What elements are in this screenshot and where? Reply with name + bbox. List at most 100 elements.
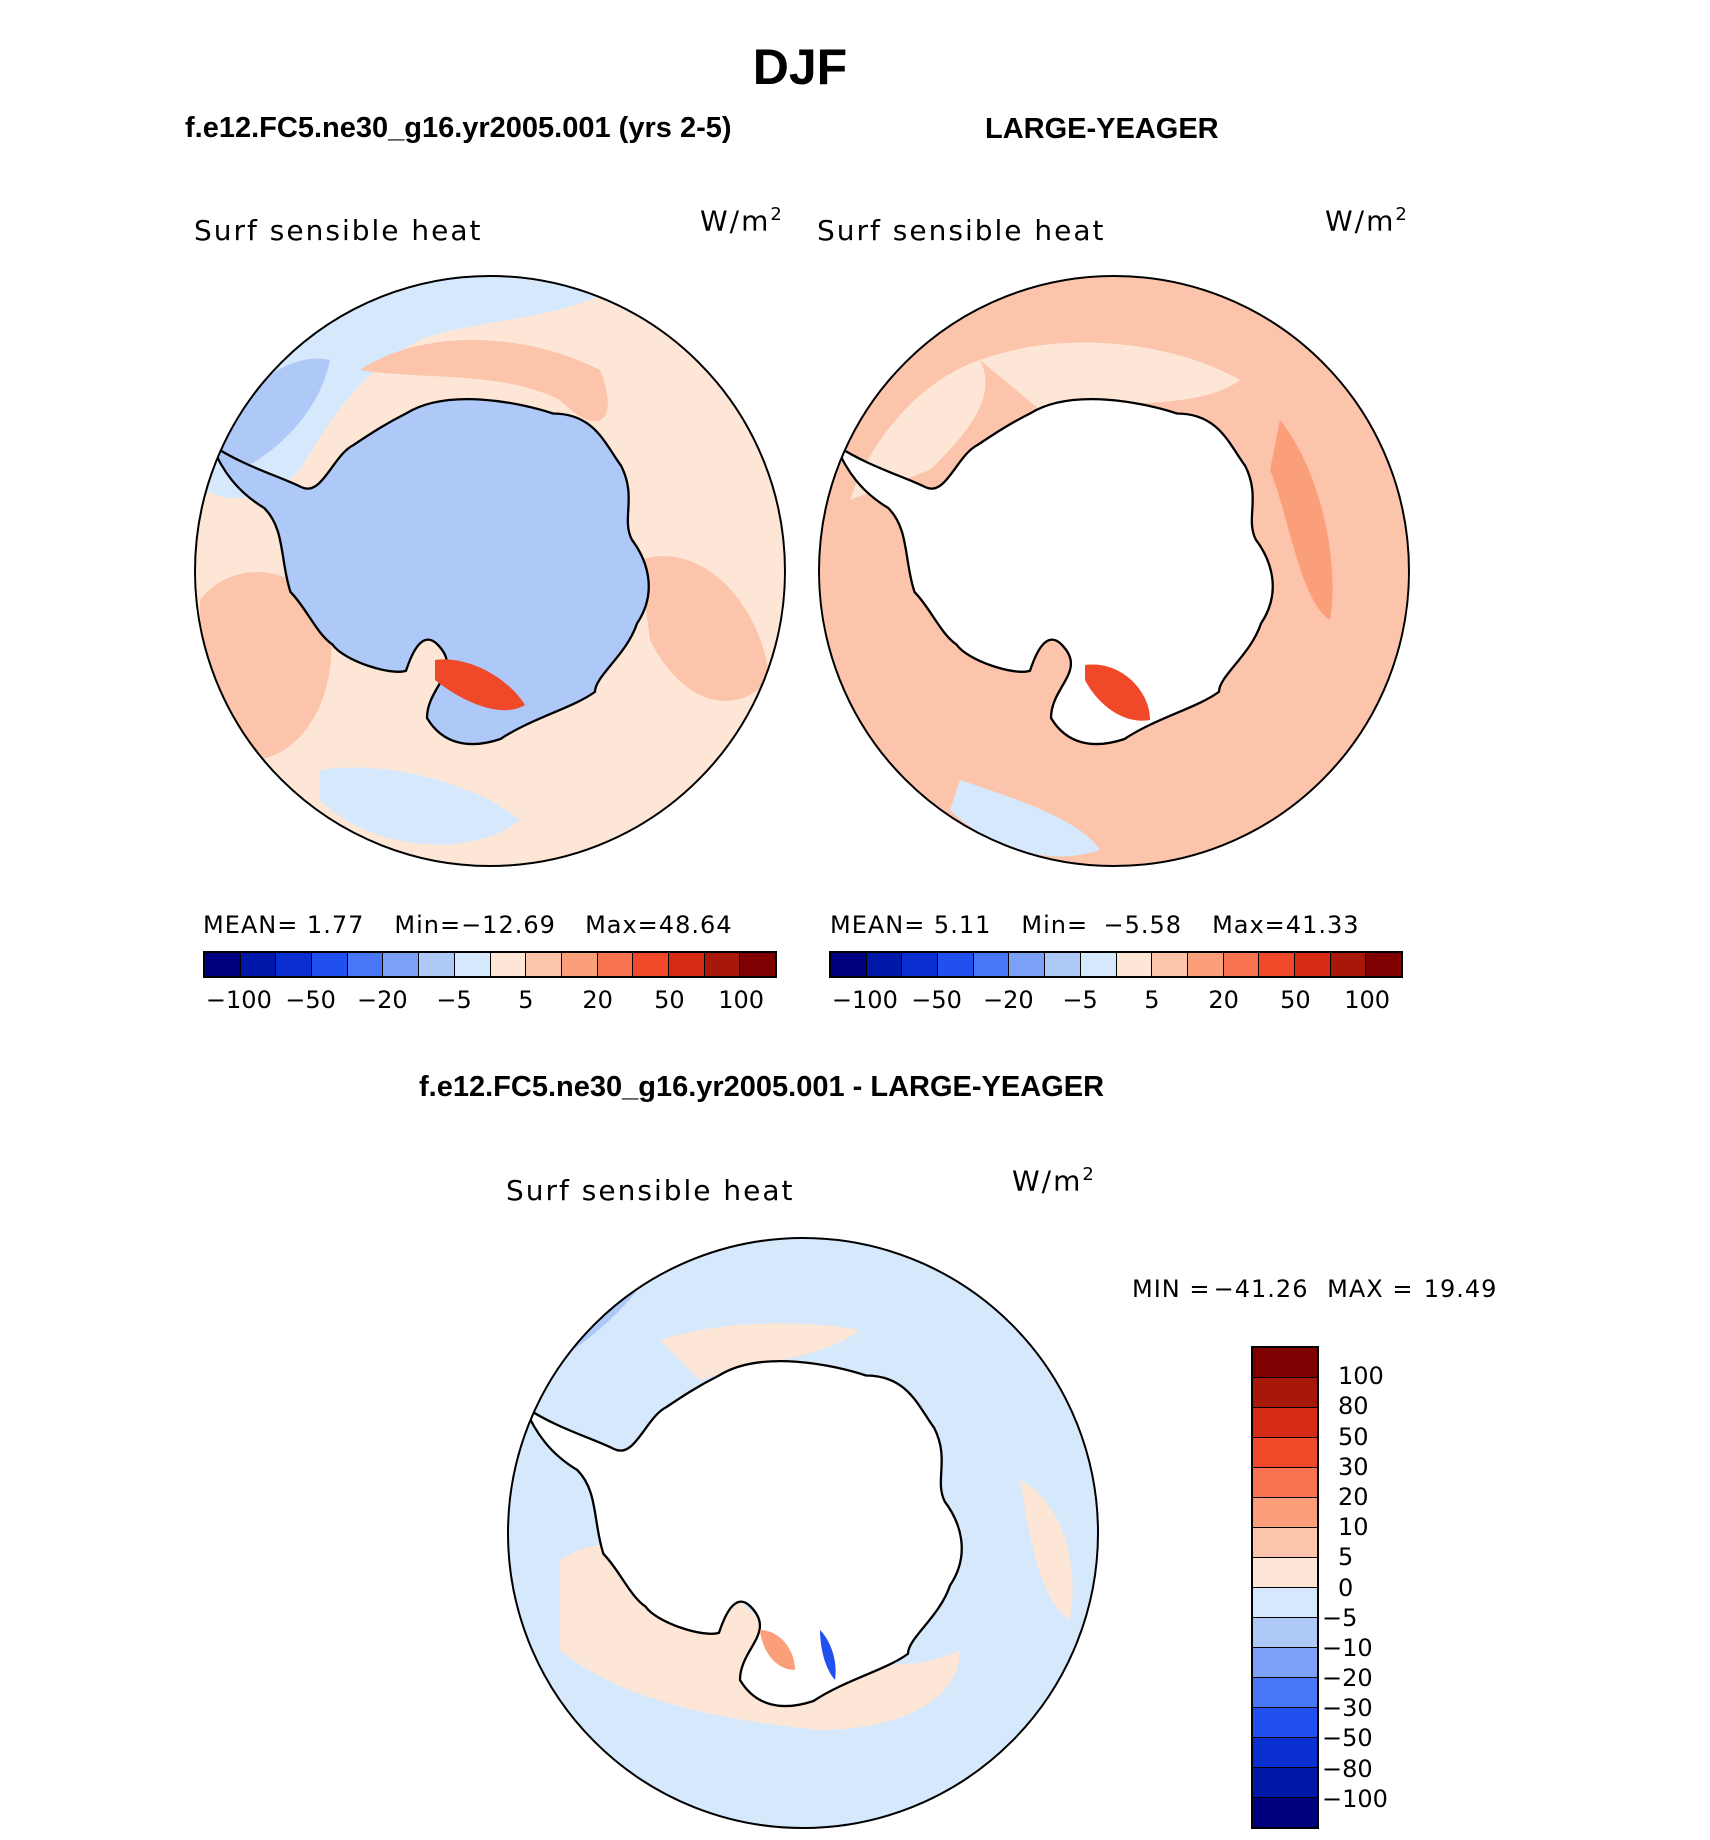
colorbar-tick-label: 100 [1338, 1362, 1384, 1391]
left-map-neg-sector [195, 276, 610, 499]
right-map [819, 276, 1409, 866]
colorbar-tick-label: 5 [1338, 1543, 1354, 1572]
colorbar-tick-label: 5 [518, 986, 534, 1014]
colorbar-swatch [1330, 953, 1367, 976]
colorbar-swatch [347, 953, 384, 976]
colorbar-tick-label: −5 [436, 986, 472, 1014]
left-map-pos-sector [200, 572, 332, 760]
right-map-pos-peak [1085, 664, 1150, 721]
colorbar-swatch [1253, 1528, 1317, 1558]
colorbar-swatch [1116, 953, 1153, 976]
colorbar-swatch [1259, 953, 1295, 976]
right-map-neutral-ring [980, 342, 1240, 410]
colorbar-tick-label: −5 [1322, 1603, 1358, 1632]
colorbar-swatch [973, 953, 1010, 976]
colorbar-swatch [597, 953, 634, 976]
right-colorbar: −100 −50 −20 −5 5 20 50 100 [829, 951, 1403, 1014]
left-map-pos-peak [435, 659, 525, 711]
right-case-title: LARGE-YEAGER [985, 113, 1219, 145]
colorbar-swatch [633, 953, 669, 976]
colorbar-tick-label: 30 [1338, 1452, 1369, 1481]
left-map-neg-sector-strong [210, 358, 330, 470]
colorbar-swatch [1253, 1468, 1317, 1498]
colorbar-tick-label: 80 [1338, 1392, 1369, 1421]
colorbar-swatch [1253, 1348, 1317, 1378]
colorbar-swatch [1080, 953, 1117, 976]
left-case-title: f.e12.FC5.ne30_g16.yr2005.001 (yrs 2-5) [185, 112, 732, 144]
diff-map-neg-peak [820, 1630, 836, 1680]
diff-case-title: f.e12.FC5.ne30_g16.yr2005.001 - LARGE-YE… [419, 1071, 1105, 1103]
diff-variable-label: Surf sensible heat [506, 1174, 795, 1207]
colorbar-tick-label: 20 [1208, 986, 1239, 1014]
colorbar-swatch [1045, 953, 1081, 976]
right-map-outline [818, 275, 1410, 867]
colorbar-swatch [1223, 953, 1260, 976]
colorbar-swatch [276, 953, 313, 976]
colorbar-swatch [1253, 1768, 1317, 1798]
right-map-pos-east [1270, 420, 1333, 620]
colorbar-tick-label: −80 [1322, 1754, 1373, 1783]
colorbar-tick-label: 20 [1338, 1482, 1369, 1511]
colorbar-tick-label: −100 [1322, 1784, 1388, 1813]
right-colorbar-swatches [829, 951, 1403, 978]
colorbar-swatch [902, 953, 939, 976]
season-title: DJF [752, 39, 848, 95]
colorbar-swatch [312, 953, 348, 976]
colorbar-tick-label: −100 [831, 986, 898, 1014]
left-colorbar-ticks: −100 −50 −20 −5 5 20 50 100 [203, 978, 777, 1014]
colorbar-swatch [1366, 953, 1401, 976]
colorbar-tick-label: −20 [357, 986, 408, 1014]
colorbar-swatch [1253, 1408, 1317, 1438]
colorbar-swatch [1253, 1558, 1317, 1588]
colorbar-tick-label: −20 [983, 986, 1034, 1014]
colorbar-tick-label: 100 [718, 986, 765, 1014]
colorbar-swatch [831, 953, 867, 976]
colorbar-tick-label: −100 [205, 986, 272, 1014]
left-map-pos-east [640, 556, 770, 701]
colorbar-tick-label: 20 [582, 986, 613, 1014]
left-colorbar: −100 −50 −20 −5 5 20 50 100 [203, 951, 777, 1014]
colorbar-swatch [1187, 953, 1224, 976]
colorbar-tick-label: −20 [1322, 1664, 1373, 1693]
colorbar-swatch [1253, 1708, 1317, 1738]
diff-map-pos-north [660, 1323, 860, 1380]
colorbar-swatch [1253, 1738, 1317, 1768]
diff-units-label: W/m2 [1012, 1164, 1096, 1198]
colorbar-swatch [1253, 1618, 1317, 1648]
colorbar-swatch [704, 953, 741, 976]
colorbar-tick-label: 5 [1144, 986, 1160, 1014]
colorbar-tick-label: 100 [1344, 986, 1391, 1014]
diff-map-pos-east [1020, 1480, 1073, 1620]
colorbar-tick-label: −5 [1062, 986, 1098, 1014]
colorbar-swatch [561, 953, 598, 976]
right-map-neutral-sector [850, 360, 986, 500]
colorbar-swatch [1253, 1588, 1317, 1618]
colorbar-swatch [383, 953, 420, 976]
colorbar-swatch [526, 953, 562, 976]
colorbar-swatch [454, 953, 491, 976]
colorbar-swatch [1294, 953, 1331, 976]
colorbar-swatch [490, 953, 527, 976]
colorbar-swatch [668, 953, 705, 976]
colorbar-swatch [866, 953, 903, 976]
left-units-label: W/m2 [700, 204, 784, 238]
colorbar-swatch [419, 953, 455, 976]
diff-map-outline [507, 1237, 1099, 1829]
right-colorbar-ticks: −100 −50 −20 −5 5 20 50 100 [829, 978, 1403, 1014]
colorbar-swatch [205, 953, 241, 976]
colorbar-swatch [1253, 1438, 1317, 1468]
left-stats: MEAN= 1.77 Min=−12.69 Max=48.64 [203, 911, 733, 939]
diff-colorbar [1251, 1346, 1319, 1829]
colorbar-swatch [1253, 1678, 1317, 1708]
diff-map [508, 1238, 1098, 1828]
right-variable-label: Surf sensible heat [817, 214, 1106, 247]
right-stats: MEAN= 5.11 Min= −5.58 Max=41.33 [830, 911, 1360, 939]
colorbar-swatch [740, 953, 775, 976]
left-colorbar-swatches [203, 951, 777, 978]
left-map-pos-ring [360, 340, 608, 422]
colorbar-tick-label: −50 [911, 986, 962, 1014]
colorbar-swatch [1253, 1378, 1317, 1408]
diff-stats: MIN = −41.26 MAX = 19.49 [1132, 1275, 1498, 1303]
colorbar-tick-label: −30 [1322, 1694, 1373, 1723]
